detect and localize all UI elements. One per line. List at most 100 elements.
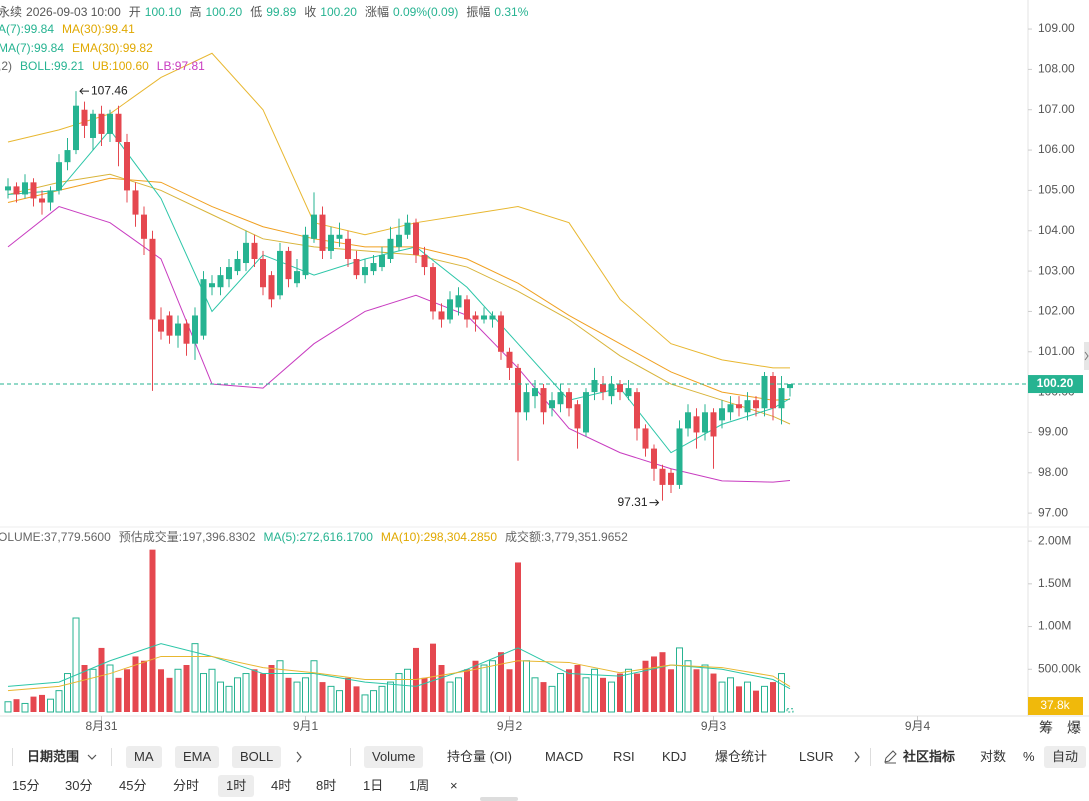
candle-body — [430, 267, 436, 312]
volume-bar — [251, 669, 258, 712]
indicator-button[interactable]: EMA — [175, 746, 220, 768]
sub-indicator[interactable]: MACD — [545, 749, 584, 764]
interval[interactable]: 30分 — [65, 778, 93, 793]
candle-body — [328, 234, 334, 251]
overlay-line — [7, 173, 791, 425]
side-tab[interactable] — [1084, 342, 1089, 370]
y-tick-label: 108.00 — [1038, 62, 1075, 76]
volume-bar — [668, 669, 674, 712]
date-range[interactable]: 日期范围 — [27, 749, 80, 764]
volume-bar — [268, 665, 275, 712]
info-value: 100.20 — [320, 5, 357, 19]
annotation-arrow — [79, 87, 89, 95]
sub-indicator[interactable]: Volume — [364, 746, 424, 768]
last-price-label: 100.20 — [1037, 376, 1074, 390]
volume-bar — [72, 617, 80, 713]
volume-bar — [566, 669, 572, 712]
volume-bar — [98, 647, 105, 712]
candle-body — [464, 299, 470, 320]
more-icon[interactable] — [296, 751, 302, 763]
sub-indicator[interactable]: RSI — [613, 749, 635, 764]
candle-body — [472, 315, 479, 320]
legend-entry: MA(5):272,616.1700 — [263, 530, 373, 544]
candle-body — [56, 162, 62, 191]
info-label: 收 — [304, 5, 317, 19]
candle-body — [294, 271, 300, 284]
interval[interactable]: 4时 — [271, 778, 292, 793]
y-tick-label: 106.00 — [1038, 142, 1075, 156]
log-toggle[interactable]: 对数 — [980, 749, 1007, 764]
auto-toggle[interactable]: 自动 — [1044, 746, 1087, 768]
volume-bar — [438, 665, 445, 712]
volume-bar — [158, 669, 164, 712]
candle-body — [753, 400, 759, 409]
interval[interactable]: 8时 — [316, 778, 337, 793]
volume-bar — [260, 673, 266, 712]
edit-icon[interactable] — [884, 750, 897, 764]
candle-body — [209, 283, 215, 288]
overlay-line — [7, 52, 790, 369]
legend-entry: LB:97.81 — [156, 59, 205, 73]
scroll-handle[interactable] — [480, 797, 518, 801]
volume-bar — [676, 647, 683, 713]
side-tool[interactable]: 筹 — [1039, 720, 1053, 736]
volume-bar — [574, 665, 581, 712]
candle-body — [727, 404, 734, 413]
volume-bar — [81, 665, 88, 712]
volume-bar — [285, 677, 292, 712]
interval[interactable]: 45分 — [119, 778, 147, 793]
sub-indicator[interactable]: 爆仓统计 — [715, 749, 768, 764]
volume-bar — [200, 673, 207, 713]
candle-body — [404, 222, 411, 235]
volume-bar — [183, 665, 190, 712]
percent-toggle[interactable]: % — [1023, 749, 1035, 764]
side-tool[interactable]: 爆 — [1067, 720, 1081, 736]
candle-body — [625, 388, 632, 397]
separator — [12, 748, 13, 766]
info-label: 高 — [189, 5, 202, 19]
interval[interactable]: 1日 — [363, 778, 384, 793]
indicator-button[interactable]: BOLL — [232, 746, 282, 768]
info-item: 高 100.20 — [189, 4, 242, 20]
candle-body — [685, 412, 691, 429]
volume-bar — [659, 652, 666, 712]
volume-bar — [13, 699, 20, 712]
info-item: 涨幅 0.09%(0.09) — [365, 4, 458, 20]
volume-bar — [582, 677, 590, 713]
legend-entry: EMA(30):99.82 — [72, 40, 153, 55]
candle-body — [302, 234, 309, 276]
x-tick-label: 9月2 — [497, 719, 523, 733]
interval[interactable]: 1周 — [409, 778, 430, 793]
volume-bar — [4, 701, 12, 713]
candle-body — [30, 182, 37, 199]
more-icon[interactable] — [854, 751, 860, 763]
legend-entry: BOLL:99.21 — [20, 59, 85, 73]
candle-body — [719, 408, 725, 421]
candle-body — [532, 388, 538, 397]
volume-bar — [234, 677, 241, 713]
indicator-button[interactable]: MA — [126, 746, 162, 768]
sub-indicator[interactable]: 持仓量 (OI) — [447, 749, 512, 764]
community-indicators[interactable]: 社区指标 — [903, 749, 956, 764]
y-tick-label: 500.00k — [1038, 661, 1082, 675]
close-button[interactable]: × — [450, 778, 458, 793]
candle-body — [634, 392, 640, 429]
volume-bar — [336, 690, 343, 713]
volume-bar — [174, 668, 182, 713]
interval[interactable]: 分时 — [173, 778, 200, 793]
candle-body — [651, 448, 657, 469]
sub-indicator[interactable]: LSUR — [799, 749, 834, 764]
interval[interactable]: 15分 — [12, 778, 40, 793]
interval[interactable]: 1时 — [218, 775, 255, 797]
candle-body — [5, 186, 11, 191]
info-value: 0.09%(0.09) — [392, 5, 459, 19]
separator — [870, 748, 871, 766]
info-label: 开 — [128, 5, 141, 19]
legend-row: MA(7):99.84 EMA(30):99.82 — [0, 40, 153, 56]
y-tick-label: 2.00M — [1038, 533, 1071, 547]
volume-bar — [327, 685, 335, 713]
volume-bar — [625, 668, 632, 713]
candle-body — [217, 275, 224, 288]
sub-indicator[interactable]: KDJ — [662, 749, 687, 764]
volume-bar — [684, 660, 692, 713]
